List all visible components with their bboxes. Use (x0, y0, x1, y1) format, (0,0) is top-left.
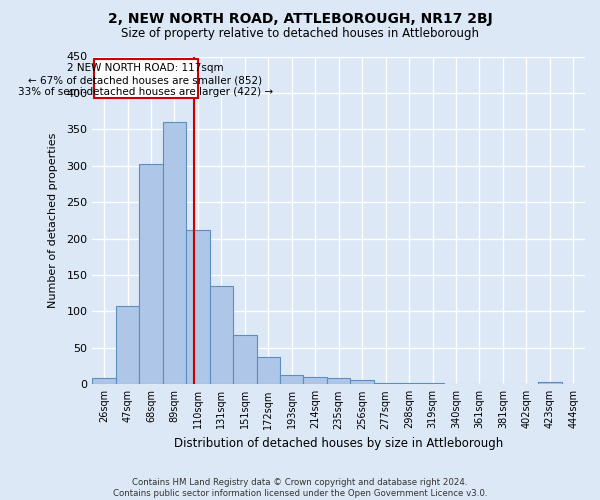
Bar (280, 375, 304, 384)
FancyBboxPatch shape (94, 58, 197, 98)
Bar (374, 383, 397, 384)
Bar (186, 230, 209, 384)
Bar (139, 164, 163, 384)
Text: 2, NEW NORTH ROAD, ATTLEBOROUGH, NR17 2BJ: 2, NEW NORTH ROAD, ATTLEBOROUGH, NR17 2B… (107, 12, 493, 26)
Bar (257, 356, 280, 384)
Bar (116, 306, 139, 384)
Text: ← 67% of detached houses are smaller (852): ← 67% of detached houses are smaller (85… (28, 75, 263, 85)
Bar (233, 335, 257, 384)
Bar (163, 122, 186, 384)
Bar (92, 378, 116, 384)
X-axis label: Distribution of detached houses by size in Attleborough: Distribution of detached houses by size … (174, 437, 503, 450)
Bar (421, 383, 444, 384)
Bar (304, 377, 327, 384)
Bar (209, 286, 233, 384)
Text: Contains HM Land Registry data © Crown copyright and database right 2024.
Contai: Contains HM Land Registry data © Crown c… (113, 478, 487, 498)
Text: 33% of semi-detached houses are larger (422) →: 33% of semi-detached houses are larger (… (18, 88, 273, 98)
Text: Size of property relative to detached houses in Attleborough: Size of property relative to detached ho… (121, 28, 479, 40)
Bar (327, 378, 350, 384)
Text: 2 NEW NORTH ROAD: 117sqm: 2 NEW NORTH ROAD: 117sqm (67, 62, 224, 72)
Y-axis label: Number of detached properties: Number of detached properties (48, 132, 58, 308)
Bar (397, 383, 421, 384)
Bar (538, 382, 562, 384)
Bar (350, 380, 374, 384)
